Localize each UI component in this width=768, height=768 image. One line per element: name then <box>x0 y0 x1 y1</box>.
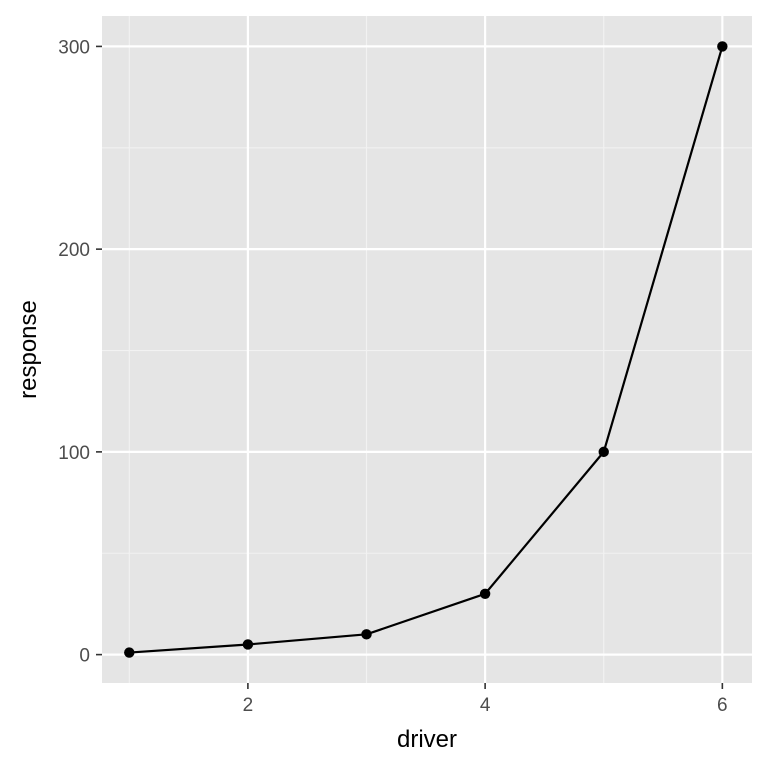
data-point <box>598 446 609 458</box>
x-axis-title: driver <box>397 726 457 753</box>
y-tick-label: 200 <box>58 240 90 261</box>
y-axis-title: response <box>15 300 42 399</box>
x-axis-ticks: 2 4 6 <box>243 683 728 716</box>
series-line <box>129 46 724 654</box>
data-point <box>124 647 135 658</box>
series-layer <box>129 46 724 654</box>
y-tick-label: 0 <box>79 646 90 667</box>
plot-panel <box>102 16 752 683</box>
y-tick-label: 300 <box>58 37 90 58</box>
x-tick-label: 4 <box>480 695 491 716</box>
data-point <box>479 588 491 599</box>
x-tick-label: 2 <box>243 695 254 716</box>
y-tick-label: 100 <box>58 443 90 464</box>
points-layer <box>124 41 728 658</box>
data-point <box>242 639 254 650</box>
y-axis-ticks: 0 100 200 300 <box>58 37 102 667</box>
x-tick-label: 6 <box>717 695 728 716</box>
major-gridlines <box>102 16 752 683</box>
minor-gridlines <box>102 16 752 683</box>
data-point <box>361 629 372 640</box>
data-point <box>717 41 728 52</box>
